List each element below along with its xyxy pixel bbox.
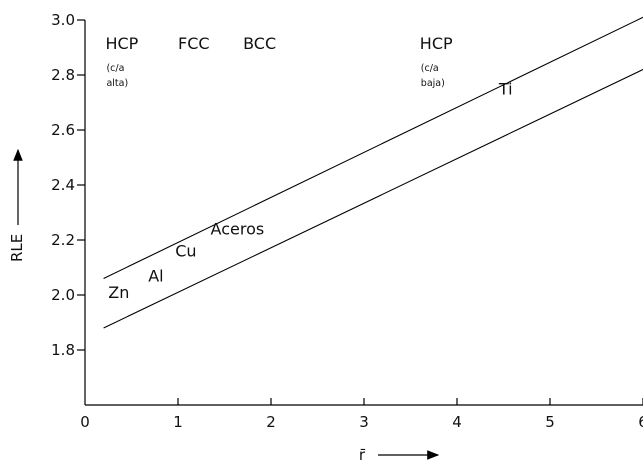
- structure-label: HCP: [420, 34, 453, 53]
- lower-bound-line: [103, 69, 643, 329]
- x-tick-label: 6: [638, 413, 643, 431]
- y-tick-label: 2.2: [51, 231, 75, 249]
- upper-bound-line: [103, 16, 643, 279]
- material-label: Zn: [108, 283, 129, 302]
- material-annotations: Zn Al Cu Aceros Ti: [108, 79, 512, 302]
- y-tick-label: 3.0: [51, 11, 75, 29]
- y-tick-label: 2.4: [51, 176, 75, 194]
- structure-label: FCC: [178, 34, 210, 53]
- x-ticks: 0 1 2 3 4 5 6: [80, 398, 643, 431]
- axes: [84, 20, 643, 406]
- structure-label: HCP: [105, 34, 138, 53]
- x-tick-label: 2: [266, 413, 276, 431]
- structure-labels: HCP (c/a alta) FCC BCC HCP (c/a baja): [105, 34, 453, 89]
- structure-note: baja): [421, 78, 445, 89]
- x-tick-label: 1: [173, 413, 183, 431]
- y-axis-title: RLE: [8, 234, 26, 262]
- x-tick-label: 4: [452, 413, 462, 431]
- x-tick-label: 0: [80, 413, 90, 431]
- series-layer: [103, 16, 643, 329]
- structure-label: BCC: [243, 34, 276, 53]
- x-axis-title-group: r̄: [359, 446, 440, 464]
- x-axis-title: r̄: [359, 446, 366, 464]
- structure-note: (c/a: [106, 63, 124, 74]
- material-label: Aceros: [211, 220, 265, 239]
- y-tick-label: 1.8: [51, 341, 75, 359]
- x-tick-label: 5: [545, 413, 555, 431]
- y-tick-label: 2.6: [51, 121, 75, 139]
- structure-note: alta): [106, 78, 128, 89]
- y-ticks: 1.8 2.0 2.2 2.4 2.6 2.8 3.0: [51, 11, 85, 359]
- x-tick-label: 3: [359, 413, 369, 431]
- material-label: Al: [148, 266, 163, 285]
- material-label: Cu: [175, 242, 196, 261]
- structure-note: (c/a: [421, 63, 439, 74]
- y-axis-title-group: RLE: [8, 148, 26, 262]
- material-label: Ti: [498, 79, 513, 98]
- y-tick-label: 2.0: [51, 286, 75, 304]
- y-tick-label: 2.8: [51, 66, 75, 84]
